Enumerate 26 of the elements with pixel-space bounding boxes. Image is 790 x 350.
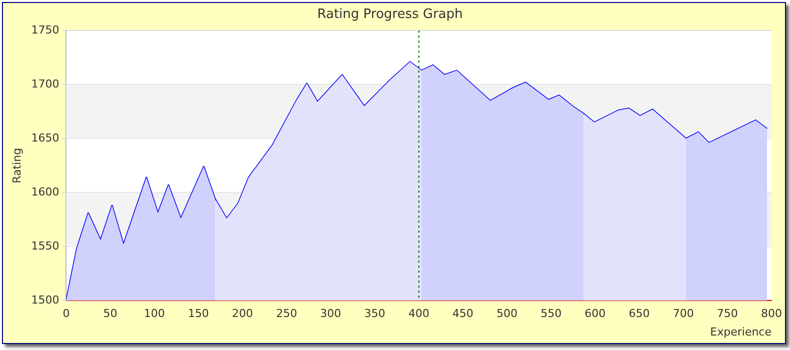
x-tick-label: 400 — [408, 307, 430, 320]
x-tick-label: 150 — [188, 307, 209, 320]
y-tick-label: 1500 — [31, 293, 60, 306]
x-tick-label: 700 — [672, 307, 694, 320]
x-tick-label: 500 — [496, 307, 518, 320]
x-tick-label: 350 — [364, 307, 386, 320]
x-tick-label: 650 — [628, 307, 650, 320]
y-tick-label: 1600 — [31, 185, 60, 198]
x-tick-label: 200 — [232, 307, 254, 320]
y-tick-label: 1750 — [31, 23, 60, 36]
x-tick-label: 600 — [584, 307, 606, 320]
y-tick-label: 1650 — [31, 131, 60, 144]
x-tick-label: 250 — [276, 307, 298, 320]
x-tick-label: 750 — [716, 307, 738, 320]
x-tick-label: 800 — [761, 307, 782, 320]
y-axis-title: Rating — [10, 148, 24, 184]
x-tick-label: 300 — [320, 307, 342, 320]
x-tick-label: 0 — [62, 307, 70, 320]
chart-title: Rating Progress Graph — [317, 7, 463, 22]
x-axis-title: Experience — [710, 325, 772, 338]
y-tick-label: 1700 — [31, 77, 60, 90]
x-tick-label: 550 — [540, 307, 562, 320]
x-tick-label: 450 — [452, 307, 474, 320]
x-tick-label: 50 — [103, 307, 118, 320]
x-tick-label: 100 — [144, 307, 165, 320]
y-tick-label: 1550 — [31, 239, 60, 252]
